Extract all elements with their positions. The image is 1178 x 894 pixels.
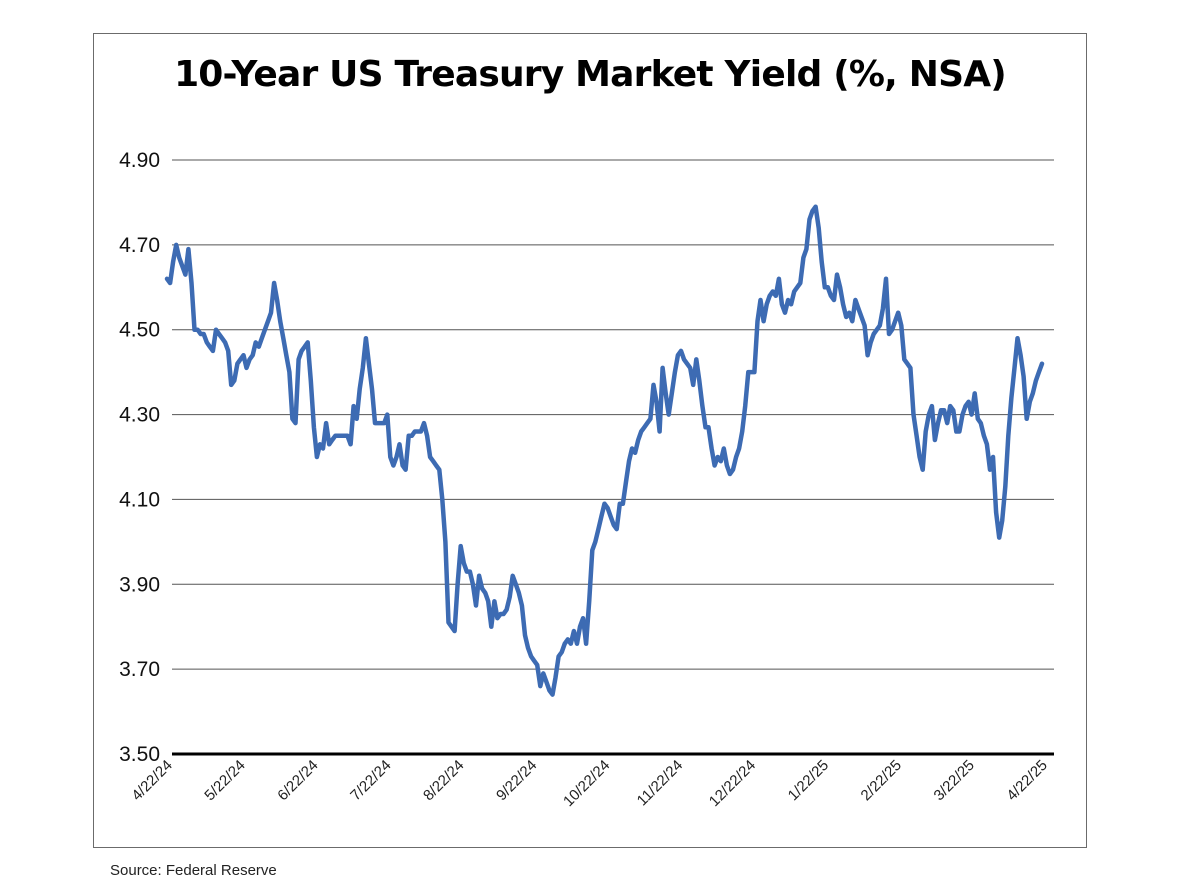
source-note: Source: Federal Reserve [110, 862, 277, 879]
x-tick-label: 1/22/25 [785, 757, 832, 804]
x-tick-label: 9/22/24 [493, 757, 540, 804]
chart-title: 10-Year US Treasury Market Yield (%, NSA… [174, 54, 1007, 95]
y-tick-label: 4.90 [119, 149, 160, 172]
x-tick-label: 2/22/25 [858, 757, 905, 804]
x-tick-label: 4/22/25 [1003, 757, 1050, 804]
x-tick-label: 7/22/24 [347, 757, 394, 804]
x-tick-label: 6/22/24 [274, 757, 321, 804]
y-tick-label: 3.50 [119, 743, 160, 766]
series-line-treasury-yield [164, 204, 1045, 697]
x-tick-label: 12/22/24 [706, 757, 759, 810]
y-tick-label: 3.90 [119, 573, 160, 596]
x-tick-label: 3/22/25 [931, 757, 978, 804]
chart-frame [93, 33, 1087, 848]
x-tick-label: 8/22/24 [420, 757, 467, 804]
x-tick-label: 5/22/24 [201, 757, 248, 804]
y-tick-label: 3.70 [119, 658, 160, 681]
x-tick-label: 10/22/24 [560, 757, 613, 810]
y-tick-label: 4.30 [119, 404, 160, 427]
y-tick-label: 4.70 [119, 234, 160, 257]
y-tick-label: 4.50 [119, 319, 160, 342]
y-tick-label: 4.10 [119, 488, 160, 511]
x-tick-label: 11/22/24 [634, 757, 687, 810]
